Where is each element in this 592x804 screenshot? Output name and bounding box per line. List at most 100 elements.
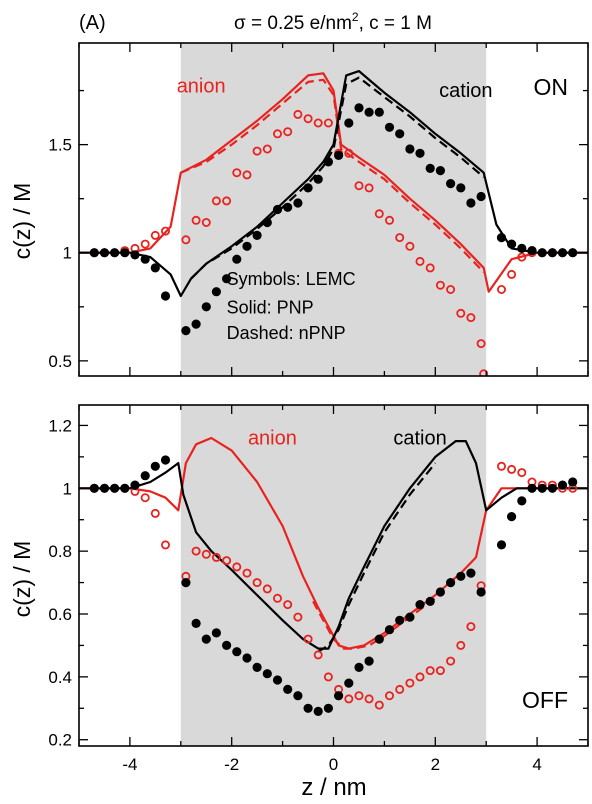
top-anion-point [435, 280, 445, 290]
top-cation-point [272, 204, 283, 215]
top-anion-point [201, 217, 211, 227]
bottom-y-tick-label: 1 [63, 479, 72, 498]
top-cation-point [527, 246, 537, 256]
top-cation-point [384, 122, 395, 132]
top-anion-point [242, 170, 252, 180]
bottom-cation-point [201, 634, 211, 644]
top-cation-point [120, 248, 130, 258]
top-cation-point [364, 107, 374, 117]
bottom-anion-point [160, 540, 170, 550]
bottom-cation-point [272, 675, 283, 685]
bottom-cation-point [293, 691, 303, 701]
top-cation-point [252, 230, 262, 240]
bottom-anion-point [466, 622, 476, 632]
top-cation-point [425, 163, 435, 173]
bottom-cation-point [527, 483, 537, 493]
bottom-cation-point [456, 571, 466, 581]
top-channel-region [180, 43, 487, 376]
top-anion-point [405, 241, 415, 251]
top-anion-point [293, 109, 303, 119]
bottom-cation-point [283, 684, 293, 695]
top-anion-point [374, 209, 384, 219]
bottom-anion-point [446, 656, 456, 666]
bottom-anion-point [354, 691, 364, 701]
top-anion-solid-line [79, 72, 588, 293]
top-y-tick-label: 1 [63, 244, 72, 263]
bottom-x-tick-label: -4 [122, 755, 137, 774]
top-anion-point [252, 146, 262, 156]
top-anion-point [479, 369, 489, 376]
bottom-y-tick-label: 0.4 [48, 668, 72, 687]
bottom-anion-point [507, 464, 517, 474]
top-cation-point [191, 319, 201, 329]
bottom-anion-point [456, 640, 466, 650]
top-cation-point [466, 198, 476, 208]
bottom-ylabel: c(z) / M [9, 541, 35, 618]
top-cation-point [568, 248, 578, 258]
top-cation-point [557, 248, 568, 258]
top-cation-point [537, 248, 547, 258]
bottom-y-tick-label: 1.2 [48, 416, 72, 435]
top-cation-solid-line [79, 70, 588, 298]
top-cation-point [395, 129, 405, 139]
top-cation-point [344, 118, 354, 128]
top-anion-point [140, 239, 150, 249]
bottom-cation-point [89, 483, 99, 493]
bottom-cation-dashed-line [317, 462, 437, 653]
bottom-cation-point [344, 678, 354, 688]
top-cation-point [211, 287, 221, 297]
top-legend-line: Dashed: nPNP [227, 323, 346, 343]
top-anion-point [160, 226, 170, 236]
top-cation-point [476, 191, 486, 202]
top-cation-point [446, 179, 456, 189]
top-anion-point [354, 181, 364, 191]
bottom-anion-point [517, 468, 527, 478]
bottom-cation-point [537, 483, 547, 493]
bottom-x-tick-label: 0 [329, 755, 338, 774]
top-anion-point [517, 252, 527, 262]
bottom-channel-region [180, 405, 487, 746]
bottom-anion-point [323, 672, 333, 682]
bottom-cation-point [507, 511, 517, 522]
bottom-anion-point [272, 593, 282, 603]
top-anion-point [507, 269, 517, 279]
top-cation-annotation: cation [439, 80, 492, 102]
top-anion-point [181, 235, 191, 245]
top-cation-point [130, 250, 140, 260]
top-y-tick-label: 0.5 [48, 352, 72, 371]
bottom-x-tick-label: -2 [224, 755, 239, 774]
bottom-cation-point [150, 461, 160, 471]
figure-title-suffix: , c = 1 M [359, 13, 432, 34]
top-cation-point [303, 183, 313, 193]
bottom-cation-point [568, 477, 578, 487]
top-cation-point [323, 157, 333, 167]
top-cation-point [262, 217, 272, 228]
bottom-anion-point [211, 552, 221, 562]
top-cation-point [283, 202, 293, 212]
bottom-anion-point [283, 600, 293, 610]
bottom-cation-point [466, 568, 476, 578]
bottom-anion-point [293, 612, 303, 622]
top-anion-point [262, 144, 272, 154]
bottom-state-label: OFF [522, 687, 568, 713]
bottom-cation-point [191, 618, 201, 629]
bottom-anion-point [232, 562, 242, 572]
bottom-anion-point [191, 546, 201, 556]
top-anion-point [344, 148, 354, 158]
bottom-cation-solid-line [79, 440, 588, 650]
top-cation-point [232, 254, 242, 264]
top-anion-point [446, 284, 456, 294]
top-cation-point [89, 248, 99, 258]
bottom-anion-point [313, 650, 323, 660]
bottom-cation-point [334, 691, 344, 701]
bottom-anion-point [374, 700, 384, 710]
bottom-anion-dashed-line [312, 597, 436, 650]
bottom-anion-solid-line [79, 436, 588, 650]
top-anion-point [456, 308, 466, 318]
top-cation-point [99, 248, 110, 258]
bottom-cation-point [425, 596, 435, 607]
bottom-cation-point [374, 634, 384, 644]
top-cation-point [374, 107, 384, 117]
top-panel: 0.5 1 1.5 ON anion cation Symbols: LEMC Solid: … [48, 42, 589, 377]
